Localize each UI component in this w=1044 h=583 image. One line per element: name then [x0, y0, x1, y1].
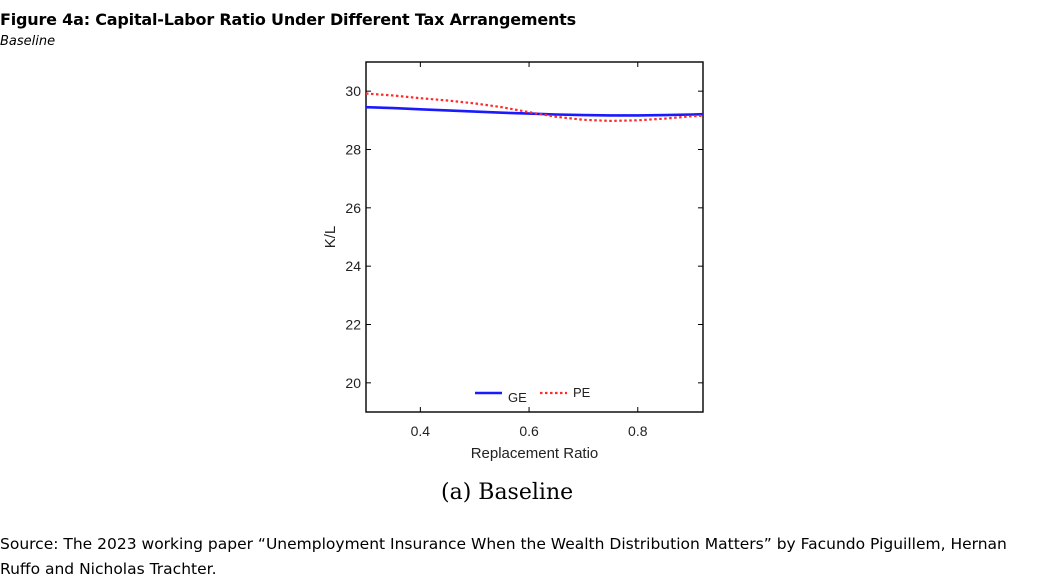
ticks-group: 20 22 24 26 28 30 0.4 0.6 0.8 — [345, 62, 703, 439]
y-tick-label: 20 — [345, 375, 361, 391]
x-tick-label: 0.8 — [628, 423, 648, 439]
y-tick-label: 26 — [345, 200, 361, 216]
y-tick-label: 24 — [345, 258, 361, 274]
series-line-pe — [365, 92, 704, 123]
series-group — [365, 92, 704, 123]
x-tick-label: 0.4 — [411, 423, 431, 439]
figure-subtitle: Baseline — [0, 34, 56, 49]
y-axis-label: K/L — [322, 226, 339, 249]
source-note: Source: The 2023 working paper “Unemploy… — [0, 535, 1007, 578]
plot-frame — [365, 61, 704, 413]
legend: GE PE — [475, 385, 591, 405]
legend-label-pe: PE — [573, 385, 591, 400]
x-axis-label: Replacement Ratio — [471, 445, 599, 462]
y-tick-label: 22 — [345, 317, 361, 333]
x-tick-label: 0.6 — [519, 423, 539, 439]
y-tick-label: 30 — [345, 83, 361, 99]
legend-label-ge: GE — [508, 390, 527, 405]
series-line-ge — [365, 105, 704, 117]
y-tick-label: 28 — [345, 142, 361, 158]
panel-caption: (a) Baseline — [441, 480, 574, 505]
figure-title: Figure 4a: Capital-Labor Ratio Under Dif… — [0, 10, 576, 29]
plot-frame-group — [365, 61, 704, 413]
